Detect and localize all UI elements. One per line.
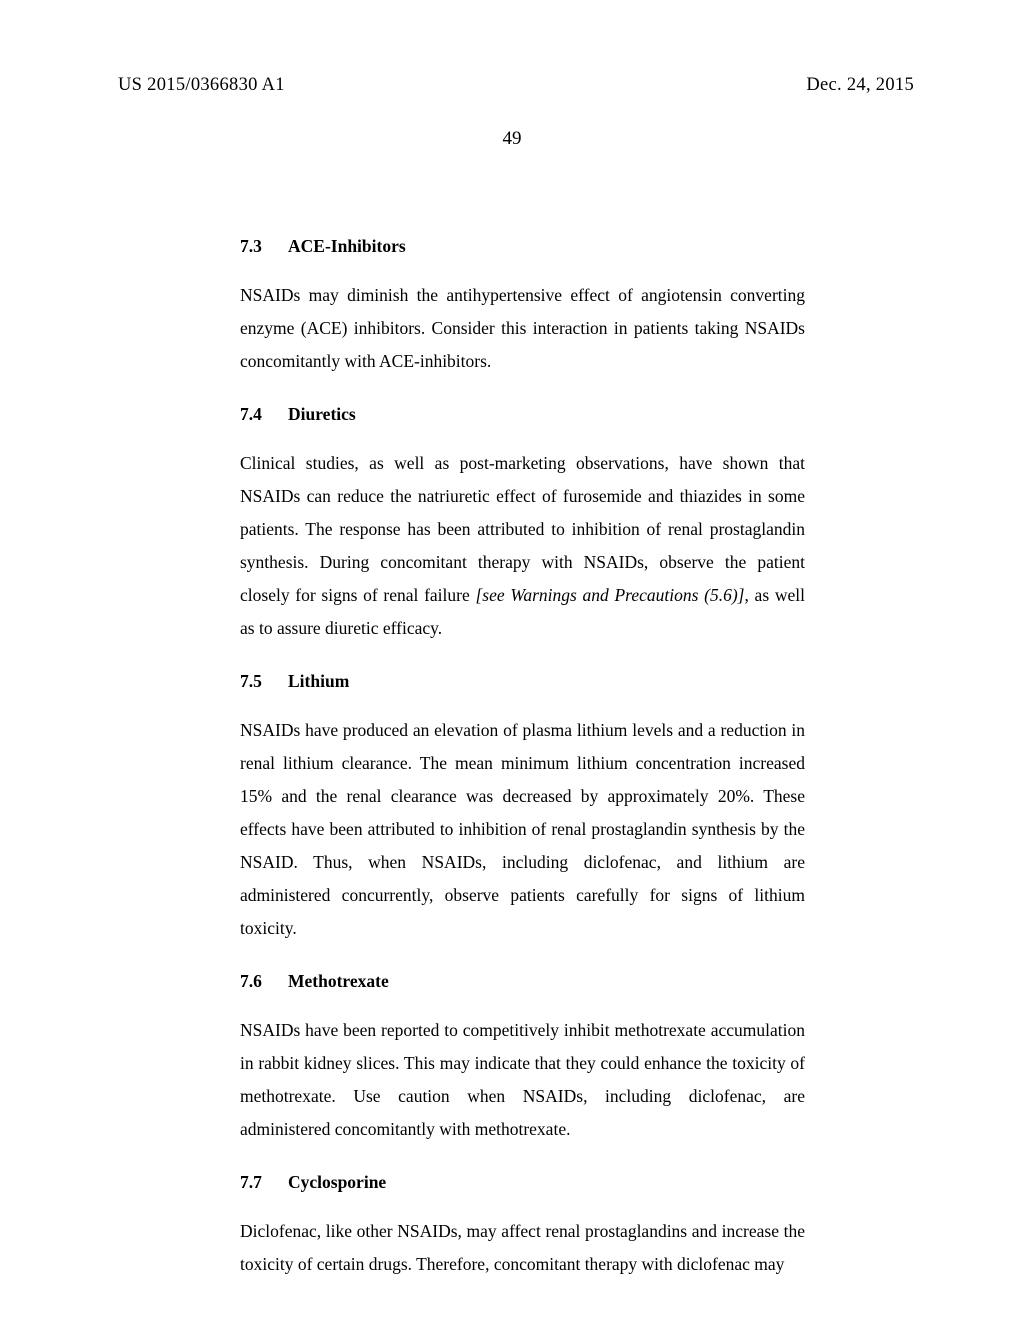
page-header: US 2015/0366830 A1 Dec. 24, 2015 (0, 75, 1024, 96)
section-body: NSAIDs may diminish the antihypertensive… (240, 279, 805, 378)
section-body: Clinical studies, as well as post-market… (240, 447, 805, 645)
section-number: 7.7 (240, 1172, 288, 1193)
section-title: Cyclosporine (288, 1172, 805, 1193)
section-title: Methotrexate (288, 971, 805, 992)
section-body: NSAIDs have produced an elevation of pla… (240, 714, 805, 945)
section-number: 7.6 (240, 971, 288, 992)
body-pre: Clinical studies, as well as post-market… (240, 453, 805, 605)
publication-number: US 2015/0366830 A1 (118, 75, 285, 96)
section-7-7: 7.7 Cyclosporine Diclofenac, like other … (240, 1172, 805, 1281)
section-body: Diclofenac, like other NSAIDs, may affec… (240, 1215, 805, 1281)
page-number: 49 (0, 128, 1024, 150)
page-content: 7.3 ACE-Inhibitors NSAIDs may diminish t… (240, 236, 805, 1307)
section-body: NSAIDs have been reported to competitive… (240, 1014, 805, 1146)
section-7-5: 7.5 Lithium NSAIDs have produced an elev… (240, 671, 805, 945)
section-heading: 7.4 Diuretics (240, 404, 805, 425)
body-italic: [see Warnings and Precautions (5.6)] (475, 585, 744, 605)
section-title: Diuretics (288, 404, 805, 425)
section-title: Lithium (288, 671, 805, 692)
publication-date: Dec. 24, 2015 (806, 75, 914, 96)
section-heading: 7.7 Cyclosporine (240, 1172, 805, 1193)
section-7-4: 7.4 Diuretics Clinical studies, as well … (240, 404, 805, 645)
section-heading: 7.6 Methotrexate (240, 971, 805, 992)
section-heading: 7.5 Lithium (240, 671, 805, 692)
section-heading: 7.3 ACE-Inhibitors (240, 236, 805, 257)
section-number: 7.5 (240, 671, 288, 692)
section-7-3: 7.3 ACE-Inhibitors NSAIDs may diminish t… (240, 236, 805, 378)
section-number: 7.3 (240, 236, 288, 257)
section-title: ACE-Inhibitors (288, 236, 805, 257)
section-7-6: 7.6 Methotrexate NSAIDs have been report… (240, 971, 805, 1146)
section-number: 7.4 (240, 404, 288, 425)
